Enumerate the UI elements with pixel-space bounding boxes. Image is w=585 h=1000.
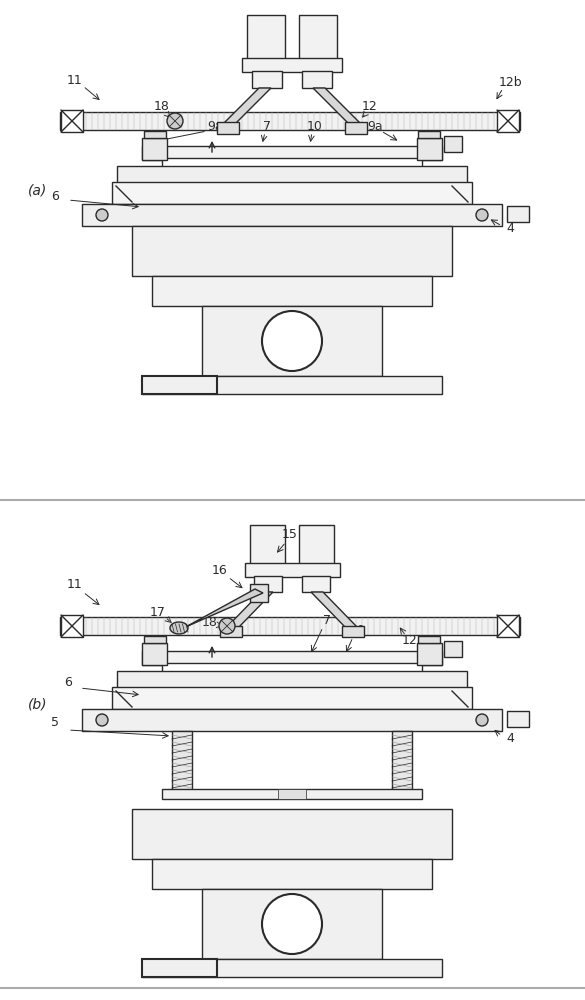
Text: 15: 15 xyxy=(282,528,298,542)
Text: (a): (a) xyxy=(29,183,47,197)
Text: (b): (b) xyxy=(28,697,48,711)
Bar xyxy=(497,110,519,132)
Circle shape xyxy=(96,209,108,221)
Text: 10: 10 xyxy=(350,624,366,637)
Bar xyxy=(82,204,502,226)
Bar xyxy=(61,615,83,637)
Bar xyxy=(345,122,367,134)
Bar xyxy=(132,809,452,859)
Bar xyxy=(507,711,529,727)
Bar xyxy=(220,626,242,637)
Bar xyxy=(254,576,282,592)
Bar xyxy=(142,146,442,160)
Circle shape xyxy=(262,311,322,371)
Bar xyxy=(152,859,432,889)
Bar xyxy=(132,226,452,276)
Bar xyxy=(302,71,332,88)
Bar xyxy=(392,731,412,791)
Text: 10: 10 xyxy=(307,120,323,133)
Bar xyxy=(418,636,440,643)
Bar xyxy=(417,138,442,160)
Text: 17: 17 xyxy=(150,605,166,618)
Bar xyxy=(247,15,285,60)
Bar xyxy=(252,71,282,88)
Bar xyxy=(162,663,422,673)
Text: 16: 16 xyxy=(212,564,228,576)
Text: 18: 18 xyxy=(154,101,170,113)
Bar xyxy=(112,687,472,709)
Text: 4: 4 xyxy=(506,732,514,744)
Polygon shape xyxy=(182,589,263,629)
Bar xyxy=(172,731,192,791)
Text: 7: 7 xyxy=(263,120,271,133)
Text: 12: 12 xyxy=(362,101,378,113)
Bar xyxy=(418,131,440,138)
Text: 11: 11 xyxy=(67,74,83,87)
Bar xyxy=(60,112,520,130)
Bar xyxy=(278,789,306,799)
Text: 4: 4 xyxy=(506,222,514,234)
Bar xyxy=(250,584,268,602)
Bar xyxy=(202,306,382,376)
Text: 7: 7 xyxy=(323,613,331,626)
Ellipse shape xyxy=(170,622,188,634)
Bar xyxy=(299,525,334,565)
Text: 12: 12 xyxy=(402,634,418,647)
Bar xyxy=(250,525,285,565)
Circle shape xyxy=(262,894,322,954)
Bar xyxy=(142,959,217,977)
Bar xyxy=(112,182,472,204)
Bar xyxy=(507,206,529,222)
Bar xyxy=(142,376,217,394)
Bar xyxy=(299,15,337,60)
Circle shape xyxy=(167,113,183,129)
Text: 6: 6 xyxy=(51,190,59,204)
Text: 9a: 9a xyxy=(207,120,223,133)
Text: 12b: 12b xyxy=(498,76,522,89)
Polygon shape xyxy=(226,592,273,628)
Bar xyxy=(202,889,382,959)
Bar xyxy=(142,959,442,977)
Polygon shape xyxy=(223,88,271,124)
Bar xyxy=(217,122,239,134)
Bar xyxy=(142,138,167,160)
Bar xyxy=(162,789,422,799)
Bar xyxy=(242,58,342,72)
Text: 11: 11 xyxy=(67,578,83,591)
Circle shape xyxy=(96,714,108,726)
Bar xyxy=(162,158,422,168)
Circle shape xyxy=(476,209,488,221)
Bar xyxy=(444,136,462,152)
Bar xyxy=(82,709,502,731)
Bar xyxy=(144,131,166,138)
Polygon shape xyxy=(313,88,361,124)
Text: 9a: 9a xyxy=(367,120,383,133)
Bar xyxy=(117,671,467,689)
Bar xyxy=(144,636,166,643)
Bar xyxy=(142,643,167,665)
Text: 6: 6 xyxy=(64,676,72,688)
Bar xyxy=(152,276,432,306)
Text: 5: 5 xyxy=(51,716,59,730)
Bar xyxy=(342,626,364,637)
Circle shape xyxy=(219,618,235,634)
Bar xyxy=(497,615,519,637)
Bar xyxy=(117,166,467,184)
Circle shape xyxy=(476,714,488,726)
Bar xyxy=(61,110,83,132)
Polygon shape xyxy=(311,592,358,628)
Bar xyxy=(417,643,442,665)
Bar xyxy=(444,641,462,657)
Bar xyxy=(245,563,340,577)
Bar xyxy=(302,576,330,592)
Bar xyxy=(60,617,520,635)
Bar xyxy=(142,651,442,665)
Bar xyxy=(142,376,442,394)
Text: 18: 18 xyxy=(202,615,218,629)
